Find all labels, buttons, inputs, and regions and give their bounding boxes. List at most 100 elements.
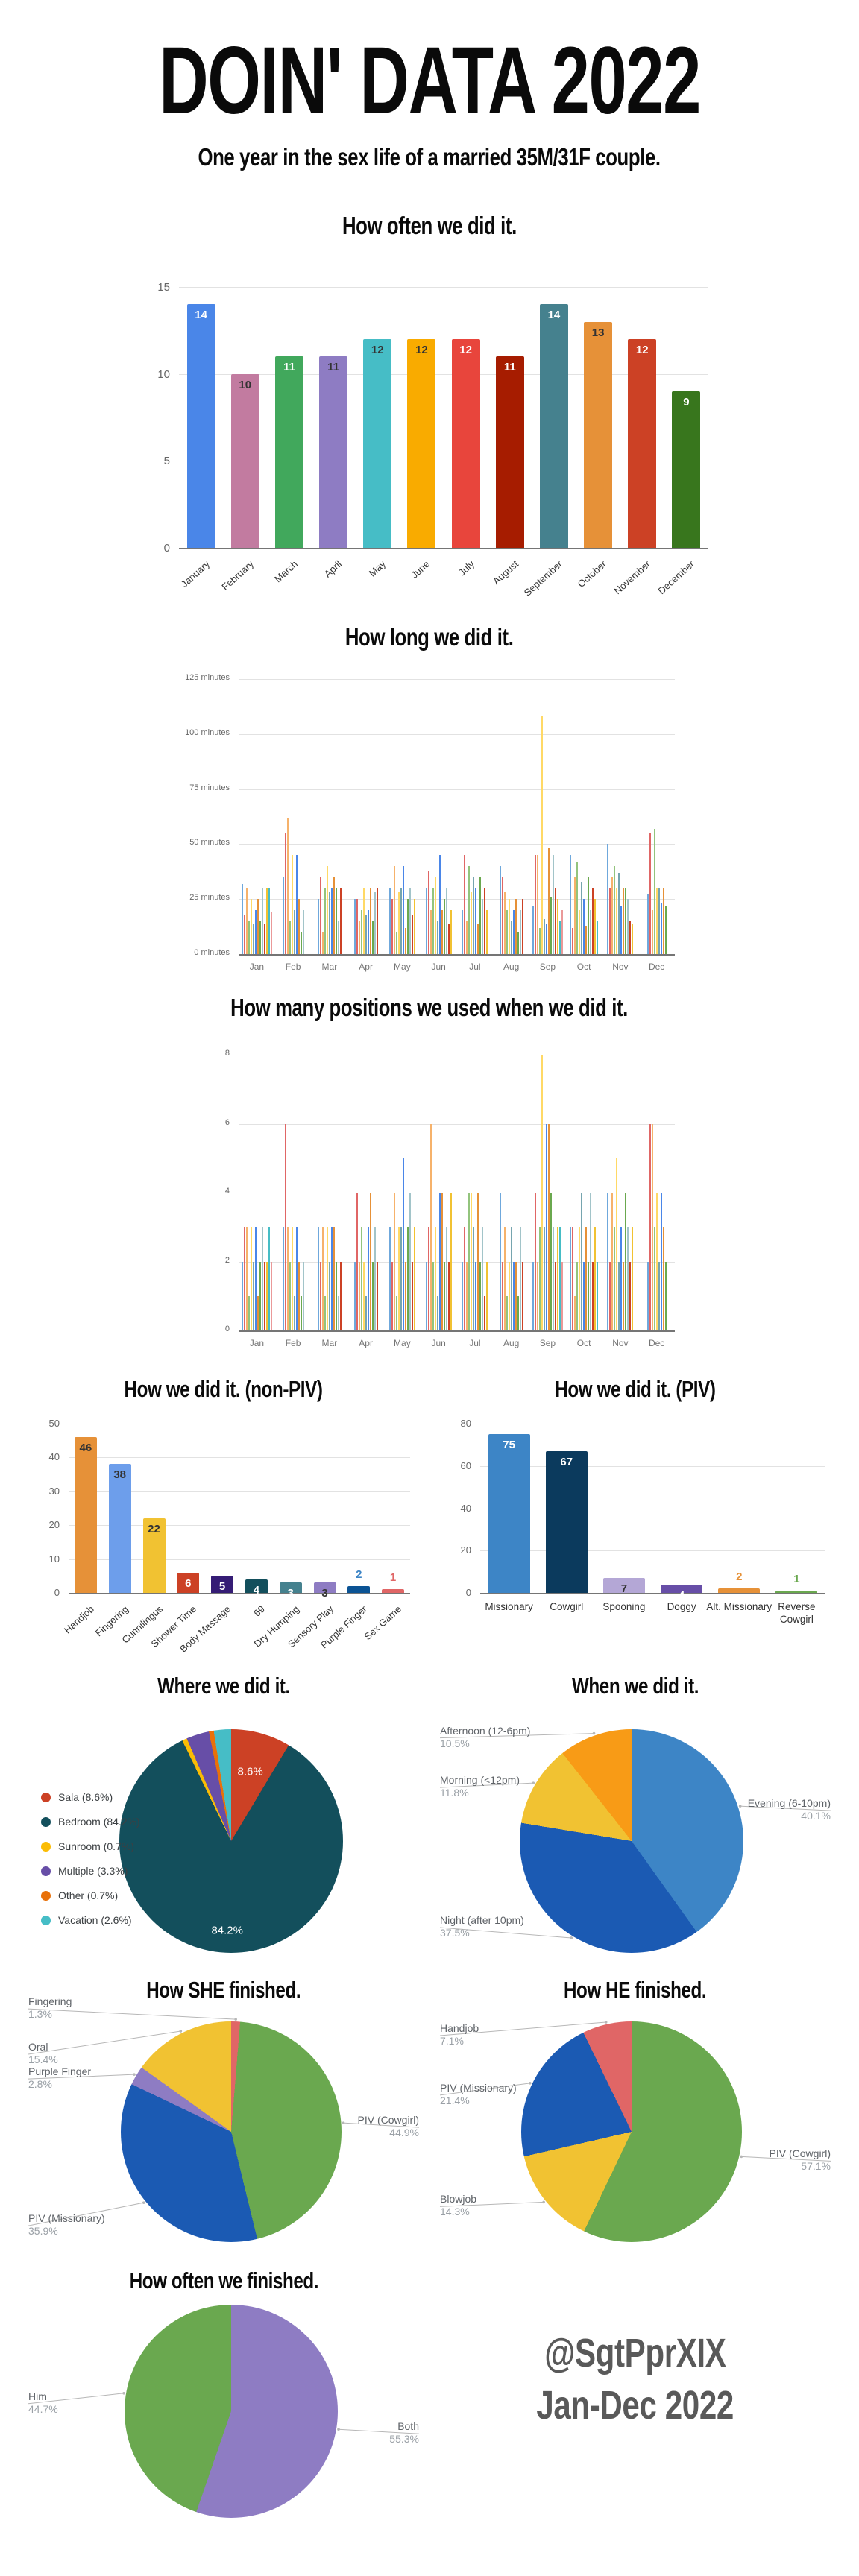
session-bar-Oct bbox=[583, 899, 585, 954]
pie-label-pct: 57.1% bbox=[801, 2160, 831, 2173]
pie-label-pct: 14.3% bbox=[440, 2206, 470, 2218]
session-bar-Feb bbox=[291, 1227, 293, 1330]
x-axis-label: Nov bbox=[612, 1338, 629, 1348]
session-bar-Dec bbox=[646, 1261, 649, 1330]
session-bar-Jun bbox=[438, 855, 441, 954]
session-bar-Jul bbox=[464, 1227, 466, 1330]
session-bar-Jan bbox=[265, 888, 268, 954]
session-bar-Dec bbox=[662, 1227, 664, 1330]
session-bar-Apr bbox=[362, 1261, 365, 1330]
pie-she bbox=[121, 2021, 342, 2242]
session-bar-Oct bbox=[592, 888, 594, 954]
bar-value-label: 2 bbox=[356, 1568, 362, 1581]
session-bar-Apr bbox=[356, 899, 358, 954]
session-bar-Jul bbox=[468, 865, 471, 954]
session-bar-Mar bbox=[333, 877, 335, 954]
session-bar-Mar bbox=[328, 892, 330, 954]
y-tick-label: 0 bbox=[54, 1587, 60, 1598]
session-bar-Jul bbox=[486, 1261, 488, 1330]
gridline bbox=[239, 899, 675, 900]
pie-label-pct: 7.1% bbox=[440, 2034, 464, 2047]
session-bar-Jul bbox=[479, 1261, 482, 1330]
session-bar-Sep bbox=[545, 923, 547, 954]
bar-value-label: 12 bbox=[459, 344, 472, 356]
pie-label-pct: 2.8% bbox=[28, 2078, 52, 2091]
session-bar-Nov bbox=[632, 923, 634, 954]
y-tick-label: 0 bbox=[163, 542, 170, 555]
session-bar-Nov bbox=[632, 1227, 634, 1330]
pie-label-name: Purple Finger bbox=[28, 2065, 92, 2078]
bar-value-label: 22 bbox=[148, 1523, 160, 1536]
session-bar-Mar bbox=[321, 932, 324, 954]
session-bar-Sep bbox=[532, 1261, 534, 1330]
session-bar-Jul bbox=[466, 921, 468, 954]
session-bar-Apr bbox=[369, 1193, 371, 1330]
session-bar-Jan bbox=[254, 1227, 257, 1330]
bar-value-label: 3 bbox=[321, 1587, 328, 1600]
bar-value-label: 12 bbox=[371, 344, 384, 356]
legend-label: Bedroom (84.2%) bbox=[58, 1816, 140, 1828]
section-title-when: When we did it. bbox=[571, 1673, 699, 1699]
pie-label-name: PIV (Cowgirl) bbox=[769, 2147, 831, 2160]
bar-Fingering bbox=[108, 1464, 131, 1593]
y-tick-label: 75 minutes bbox=[189, 783, 230, 792]
gridline bbox=[480, 1593, 825, 1594]
y-tick-label: 25 minutes bbox=[189, 893, 230, 903]
session-bar-Apr bbox=[369, 888, 371, 954]
session-bar-Apr bbox=[376, 1261, 378, 1330]
session-bar-May bbox=[395, 932, 397, 954]
session-bar-Aug bbox=[510, 1227, 512, 1330]
session-bar-Aug bbox=[519, 1227, 521, 1330]
y-tick-label: 4 bbox=[224, 1187, 230, 1196]
pie-label-pct: 40.1% bbox=[801, 1810, 831, 1822]
x-axis-label: Missionary bbox=[485, 1601, 533, 1612]
bar-Shower Time bbox=[177, 1572, 200, 1593]
legend-item-Sala: Sala (8.6%) bbox=[41, 1791, 113, 1803]
session-bar-Jul bbox=[473, 1227, 475, 1330]
y-tick-label: 10 bbox=[157, 367, 170, 381]
session-bar-Aug bbox=[515, 1261, 517, 1330]
session-bar-Jan bbox=[259, 1261, 261, 1330]
bar-Doggy bbox=[661, 1584, 703, 1593]
session-bar-Oct bbox=[581, 1193, 583, 1330]
bar-February bbox=[230, 373, 259, 548]
bar-69 bbox=[245, 1579, 268, 1593]
session-bar-Mar bbox=[333, 1227, 335, 1330]
bar-value-label: 11 bbox=[503, 361, 516, 374]
session-bar-Sep bbox=[534, 855, 536, 954]
session-bar-Mar bbox=[330, 1227, 333, 1330]
session-bar-May bbox=[402, 865, 404, 954]
session-bar-May bbox=[404, 927, 406, 954]
bar-value-label: 1 bbox=[389, 1571, 397, 1585]
gridline bbox=[239, 954, 675, 956]
chart-positions: 0 2 4 6 8 Jan Feb Mar Apr May Jun Jul Aug Sep Oct Nov De… bbox=[112, 1040, 753, 1368]
session-bar-Nov bbox=[625, 1193, 627, 1330]
session-bar-Nov bbox=[620, 1227, 623, 1330]
session-bar-Oct bbox=[576, 1261, 579, 1330]
session-bar-Jul bbox=[464, 855, 466, 954]
x-axis-label: Aug bbox=[503, 962, 520, 972]
x-axis-label: Oct bbox=[576, 962, 591, 972]
pie-label-pct: 21.4% bbox=[440, 2094, 470, 2106]
gridline bbox=[69, 1593, 410, 1594]
session-bar-Oct bbox=[574, 877, 576, 954]
session-bar-Dec bbox=[662, 888, 664, 954]
session-bar-Feb bbox=[282, 1227, 284, 1330]
x-axis-label: Dec bbox=[648, 1338, 665, 1348]
session-bar-Feb bbox=[298, 899, 300, 954]
session-bar-Sep bbox=[538, 927, 541, 954]
session-bar-Sep bbox=[543, 918, 545, 954]
x-axis-label: Reverse Cowgirl bbox=[778, 1601, 816, 1625]
session-bar-Dec bbox=[653, 828, 655, 954]
legend-item-Multiple: Multiple (3.3%) bbox=[41, 1865, 128, 1877]
session-bar-Jun bbox=[434, 877, 436, 954]
session-bar-Oct bbox=[592, 1261, 594, 1330]
session-bar-Oct bbox=[572, 1227, 574, 1330]
session-bar-Jul bbox=[486, 909, 488, 954]
session-bar-Sep bbox=[536, 1261, 538, 1330]
session-bar-May bbox=[391, 1261, 393, 1330]
gridline bbox=[239, 1261, 675, 1263]
session-bar-Feb bbox=[293, 1295, 295, 1330]
pie-callout-label: PIV (Missionary) 21.4% bbox=[440, 2082, 574, 2107]
